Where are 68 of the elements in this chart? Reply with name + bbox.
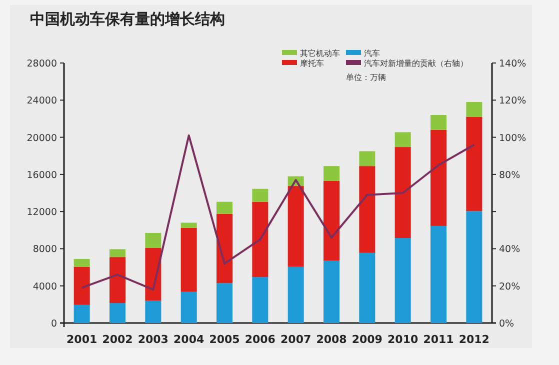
- x-tick-label: 2003: [138, 333, 168, 346]
- bar: [110, 257, 126, 304]
- x-tick-label: 2010: [388, 333, 418, 346]
- legend-label: 其它机动车: [300, 49, 340, 58]
- chart-title: 中国机动车保有量的增长结构: [30, 10, 225, 28]
- y2-tick-label: 0%: [499, 318, 514, 330]
- x-tick-label: 2004: [174, 333, 204, 346]
- bar: [288, 266, 304, 323]
- bar: [324, 166, 340, 181]
- bar: [359, 252, 376, 323]
- line-series: [80, 134, 476, 291]
- y2-tick-label: 40%: [499, 244, 520, 256]
- y2-tick-label: 80%: [499, 170, 520, 181]
- bar: [466, 102, 482, 117]
- bar: [252, 188, 268, 202]
- bar: [324, 260, 340, 323]
- x-tick-label: 2011: [423, 333, 454, 346]
- y2-tick-label: 20%: [499, 281, 520, 292]
- bar: [430, 226, 446, 323]
- bar: [430, 115, 446, 130]
- y-tick-label: 0: [50, 318, 57, 330]
- bar: [466, 116, 482, 212]
- bar: [359, 151, 376, 166]
- y2-tick-label: 120%: [499, 96, 526, 107]
- x-tick-label: 2012: [458, 333, 490, 346]
- y-tick-label: 16000: [26, 170, 57, 181]
- bar: [110, 303, 126, 323]
- bar: [145, 300, 162, 323]
- bar: [74, 304, 90, 323]
- x-tick-label: 2008: [316, 333, 347, 346]
- bar: [216, 202, 232, 214]
- legend-label: 汽车对新增量的贡献（右轴）: [364, 59, 468, 68]
- y-tick-label: 20000: [26, 132, 57, 144]
- legend-label: 汽车: [364, 49, 380, 58]
- y-tick-label: 8000: [32, 244, 57, 256]
- bar: [110, 249, 126, 258]
- bar: [252, 202, 268, 278]
- bar: [216, 283, 232, 323]
- bar: [74, 258, 90, 267]
- bar: [145, 232, 162, 248]
- bar: [394, 132, 411, 148]
- y-tick-label: 28000: [26, 58, 57, 70]
- x-tick-label: 2009: [352, 333, 382, 346]
- x-tick-label: 2006: [244, 333, 276, 346]
- x-tick-label: 2007: [280, 333, 312, 346]
- y-tick-label: 4000: [32, 281, 57, 292]
- x-tick-label: 2001: [66, 333, 98, 346]
- bar: [252, 277, 268, 323]
- y-tick-label: 12000: [26, 207, 57, 218]
- legend-label: 摩托车: [300, 59, 324, 68]
- bar: [180, 292, 197, 323]
- bar: [430, 130, 446, 226]
- x-tick-label: 2005: [209, 333, 240, 346]
- bar: [180, 222, 197, 228]
- bar: [74, 266, 90, 305]
- annotation: 单位：万辆: [346, 73, 386, 82]
- bar: [359, 166, 376, 253]
- bar: [324, 180, 340, 261]
- bar: [394, 238, 411, 323]
- bar: [288, 186, 304, 267]
- bar: [180, 228, 197, 292]
- bar: [216, 214, 232, 284]
- bar: [394, 147, 411, 238]
- y2-tick-label: 140%: [499, 58, 526, 70]
- bar: [466, 211, 482, 323]
- y-tick-label: 24000: [26, 96, 57, 107]
- y2-tick-label: 100%: [499, 132, 526, 144]
- x-tick-label: 2002: [102, 333, 133, 346]
